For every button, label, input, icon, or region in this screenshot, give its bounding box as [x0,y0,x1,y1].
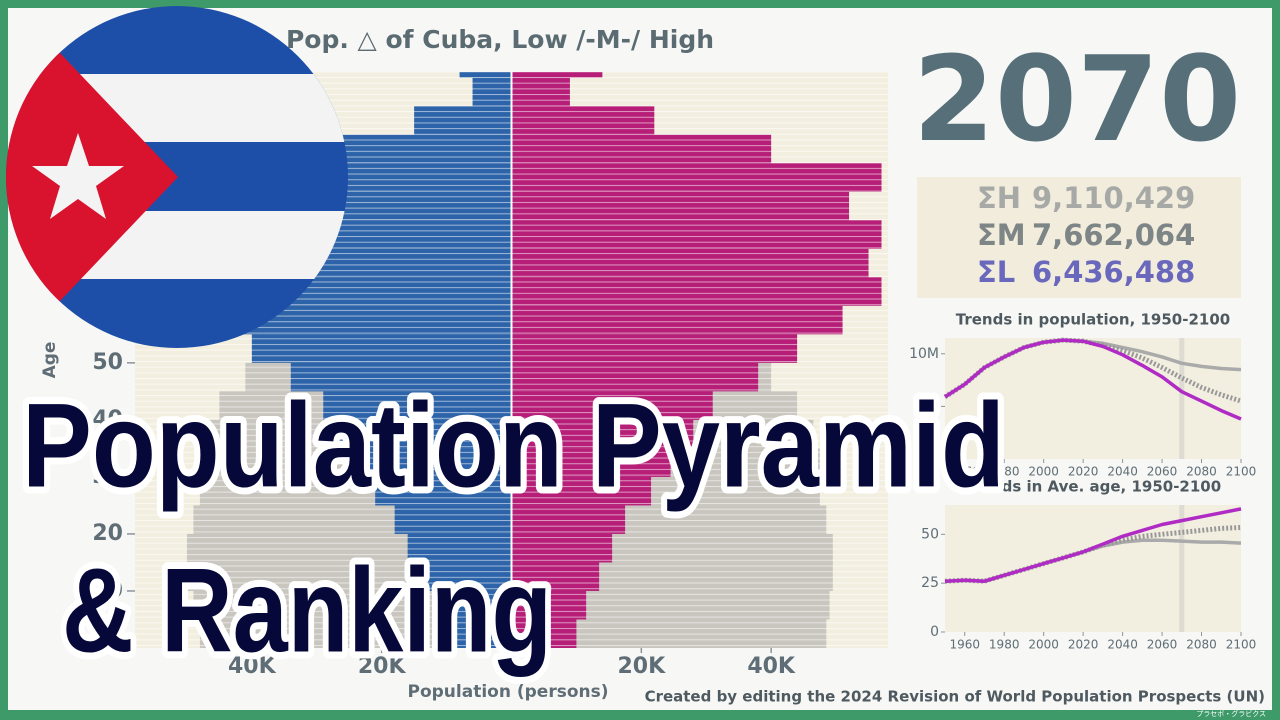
x-tick-label: 1960 [949,465,980,479]
y-tick-label: 25 [921,575,939,591]
credit: Created by editing the 2024 Revision of … [645,688,1265,706]
sum-value: 6,436,488 [1032,255,1195,289]
x-tick-label: 40K [747,654,796,679]
y-axis-label: Age [40,342,60,379]
x-tick-label: 2100 [1226,465,1257,479]
y-tick-label: 10M [909,346,939,362]
x-tick-label: 1960 [949,638,980,652]
year: 2070 [913,30,1241,168]
sum-label: ΣL [977,255,1015,289]
y-tick-label: 0 [108,635,123,660]
x-tick-label: 2060 [1147,638,1178,652]
sum-value: 9,110,429 [1032,181,1195,215]
plot-area [945,505,1241,632]
x-tick-label: 2100 [1226,638,1257,652]
series-line [944,507,1242,583]
x-tick-label: 2040 [1107,638,1138,652]
x-tick-label: 2000 [1028,638,1059,652]
x-tick-label: 2080 [1186,638,1217,652]
watermark: プラセボ・グラビクス [1196,709,1266,718]
x-axis-label: Population (persons) [407,682,608,702]
x-tick-label: 1980 [989,638,1020,652]
sums-box [917,177,1241,298]
y-tick-label: 0 [930,624,939,640]
sum-label: ΣM [977,218,1026,252]
x-tick-label: 2040 [1107,465,1138,479]
line-chart: Trends in population, 1950-2100 5 10M 1960 1… [909,311,1256,479]
x-tick-label: 1980 [989,465,1020,479]
y-tick-label: 30 [92,464,123,489]
sum-value: 7,662,064 [1032,218,1195,252]
x-tick-label: 2000 [1028,465,1059,479]
overlay-subtitle: & Ranking [62,544,552,678]
chart-title: Pop. △ of Cuba, Low /-M-/ High [286,25,714,54]
chart-title: Trends in Ave. age, 1950-2100 [965,478,1221,496]
sum-label: ΣH [977,181,1021,215]
overlay-title: Population Pyramid [22,379,1005,513]
line-chart: Trends in Ave. age, 1950-2100 0 25 50 1960 19… [921,478,1256,652]
x-tick-label: 20K [617,654,666,679]
x-tick-label: 2020 [1068,638,1099,652]
x-tick-label: 2020 [1068,465,1099,479]
y-tick-label: 5 [930,398,939,414]
flag [6,6,348,348]
x-tick-label: 20K [358,654,407,679]
plot-area [945,338,1241,459]
x-tick-label: 2080 [1186,465,1217,479]
y-tick-label: 40 [92,407,123,432]
y-tick-label: 10 [92,578,123,603]
series-line [944,338,1242,421]
flag-star [32,133,124,219]
x-tick-label: 2060 [1147,465,1178,479]
chart-title: Trends in population, 1950-2100 [956,311,1230,329]
y-tick-label: 50 [921,526,939,542]
x-tick-label: 40K [228,654,277,679]
overlay: Population Pyramid & Ranking [15,372,1012,685]
y-tick-label: 20 [92,521,123,546]
y-tick-label: 50 [92,350,123,375]
